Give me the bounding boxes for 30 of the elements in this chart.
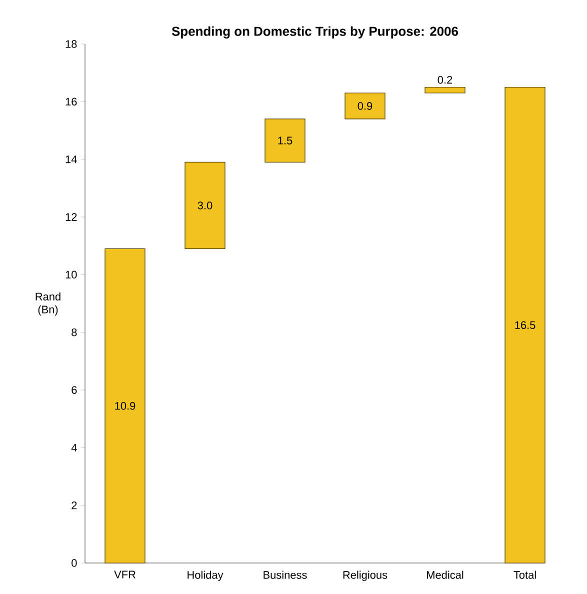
x-tick-label: Medical — [427, 570, 464, 579]
data-label: 1.5 — [278, 136, 292, 144]
y-tick-label: 6 — [72, 386, 77, 394]
y-tick-label: 16 — [66, 98, 77, 106]
bar — [184, 162, 226, 250]
bar — [504, 86, 546, 564]
y-axis-title: Rand (Bn) — [36, 292, 60, 316]
data-label: 3.0 — [198, 202, 212, 210]
data-label: 0.2 — [438, 76, 452, 84]
bar — [264, 118, 306, 163]
data-label: 16.5 — [515, 321, 536, 330]
y-tick-label: 12 — [66, 213, 77, 221]
bar — [104, 248, 146, 564]
y-tick-label: 4 — [71, 444, 77, 452]
x-tick-label: Holiday — [188, 570, 224, 581]
x-tick-label: Total — [514, 570, 536, 579]
bar — [424, 86, 466, 94]
data-label: 0.9 — [358, 102, 372, 110]
y-tick-label: 0 — [72, 559, 77, 567]
x-tick-label: VFR — [114, 570, 136, 578]
data-label: 10.9 — [115, 402, 136, 410]
y-tick-label: 2 — [72, 502, 77, 510]
x-tick-label: Religious — [343, 570, 388, 581]
y-tick-label: 14 — [66, 156, 77, 164]
chart-title: Spending on Domestic Trips by Purpose: 2006 — [172, 26, 458, 39]
bar — [344, 92, 386, 120]
y-tick-label: 18 — [66, 40, 77, 48]
y-tick-label: 10 — [66, 270, 77, 279]
x-tick-label: Business — [264, 570, 307, 579]
y-tick-label: 8 — [72, 328, 77, 336]
